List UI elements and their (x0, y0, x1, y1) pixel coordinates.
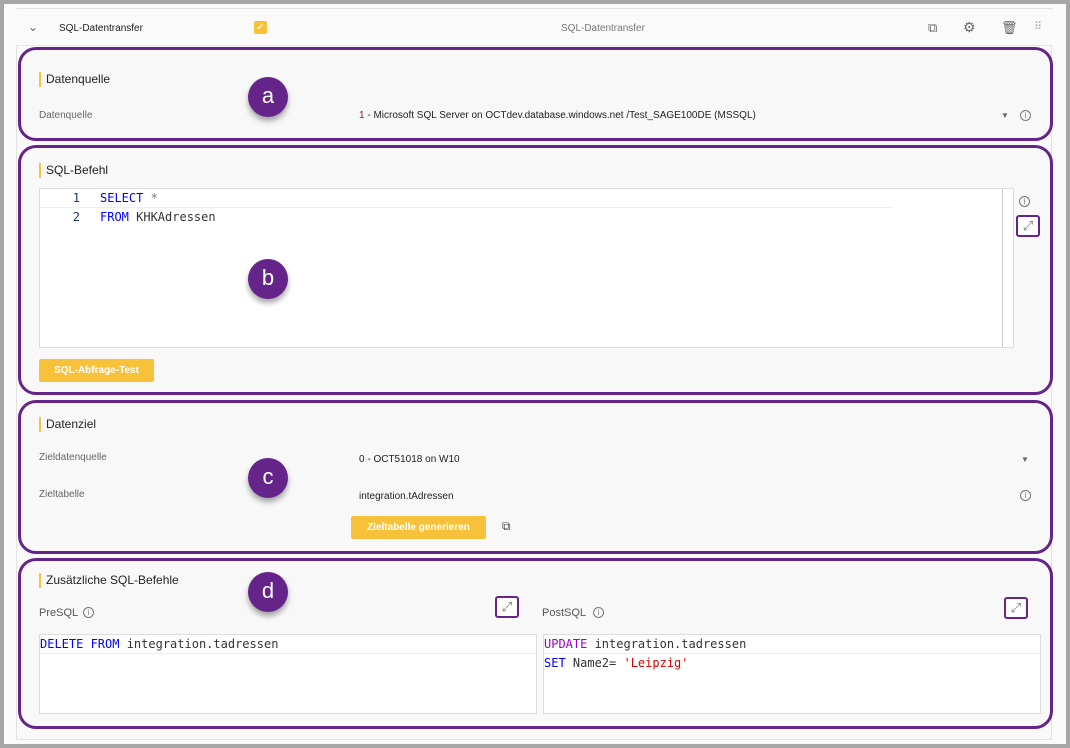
presql-label: PreSQL (39, 607, 79, 619)
task-title: SQL-Datentransfer (59, 23, 143, 34)
expand-postsql-button[interactable]: ⤢ (1004, 597, 1028, 619)
section-title: Zusätzliche SQL-Befehle (39, 573, 179, 588)
section-title: Datenziel (39, 417, 96, 432)
target-section: Datenziel Zieldatenquelle 0 - OCT51018 o… (18, 400, 1053, 554)
info-icon[interactable]: i (1020, 490, 1031, 501)
sql-editor[interactable]: 1 SELECT * 2 FROM KHKAdressen (39, 188, 1014, 348)
copy-icon[interactable]: ⧉ (502, 519, 511, 533)
postsql-label: PostSQL (542, 607, 587, 619)
datasource-label: Datenquelle (39, 110, 93, 121)
copy-icon[interactable]: ⧉ (928, 20, 938, 35)
presql-editor[interactable]: DELETE FROM integration.tadressen (39, 634, 537, 714)
gear-icon[interactable]: ⚙ (963, 19, 976, 35)
target-source-select[interactable]: 0 - OCT51018 on W10 (359, 454, 460, 465)
target-table-label: Zieltabelle (39, 489, 85, 500)
task-header: ⌄ SQL-Datentransfer ✓ SQL-Datentransfer … (16, 10, 1052, 46)
sql-command-section: SQL-Befehl 1 SELECT * 2 FROM KHKAdressen i… (18, 145, 1053, 395)
info-icon[interactable]: i (1019, 196, 1030, 207)
expand-editor-button[interactable]: ⤢ (1016, 215, 1040, 237)
target-table-field[interactable]: integration.tAdressen (359, 491, 454, 502)
info-icon[interactable]: i (593, 607, 604, 618)
section-title: Datenquelle (39, 72, 110, 87)
task-type-label: SQL-Datentransfer (561, 23, 645, 34)
dropdown-caret-icon[interactable]: ▼ (1001, 111, 1009, 120)
info-icon[interactable]: i (1020, 110, 1031, 121)
drag-handle-icon[interactable]: ⠿ (1034, 21, 1043, 33)
target-source-label: Zieldatenquelle (39, 452, 107, 463)
collapse-chevron-icon[interactable]: ⌄ (28, 20, 39, 34)
postsql-editor[interactable]: UPDATE integration.tadressen SET Name2= … (543, 634, 1041, 714)
trash-icon[interactable]: 🗑 (1001, 20, 1018, 35)
dropdown-caret-icon[interactable]: ▼ (1021, 455, 1029, 464)
info-icon[interactable]: i (83, 607, 94, 618)
marker-c: c (248, 458, 288, 498)
enabled-checkbox[interactable]: ✓ (254, 21, 267, 34)
marker-d: d (248, 572, 288, 612)
section-title: SQL-Befehl (39, 163, 108, 178)
expand-presql-button[interactable]: ⤢ (495, 596, 519, 618)
datasource-section: Datenquelle Datenquelle 1 - Microsoft SQ… (18, 47, 1053, 141)
editor-scrollbar[interactable] (1002, 189, 1003, 347)
sql-test-button[interactable]: SQL-Abfrage-Test (39, 359, 154, 382)
additional-sql-section: Zusätzliche SQL-Befehle PreSQL i ⤢ PostS… (18, 558, 1053, 729)
marker-a: a (248, 77, 288, 117)
datasource-select[interactable]: 1 - Microsoft SQL Server on OCTdev.datab… (359, 110, 756, 121)
generate-table-button[interactable]: Zieltabelle generieren (351, 516, 486, 539)
marker-b: b (248, 259, 288, 299)
